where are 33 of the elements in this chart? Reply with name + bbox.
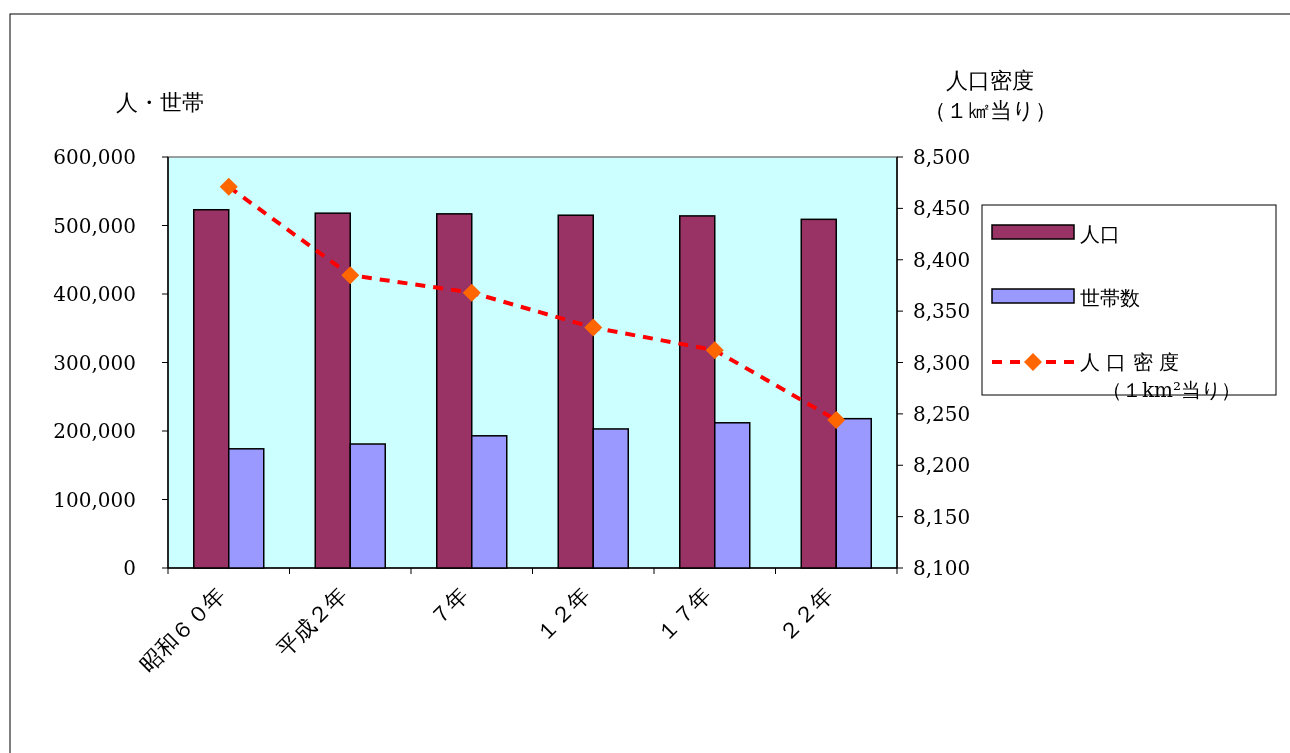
y2-tick-label: 8,300: [913, 350, 971, 375]
y2-tick-label: 8,200: [913, 453, 971, 478]
y2-tick-label: 8,150: [913, 504, 971, 529]
legend-label: 世帯数: [1080, 286, 1140, 310]
x-tick-label: ７年: [424, 581, 474, 631]
y2-tick-label: 8,100: [913, 556, 971, 580]
legend-label: 人 口 密 度（１km²当り）: [1080, 350, 1242, 402]
y2-tick-label: 8,350: [913, 299, 971, 324]
point: [341, 266, 360, 285]
y-tick-label: 100,000: [53, 487, 136, 512]
x-tick-label: ２２年: [773, 581, 838, 647]
y2-tick-label: 8,500: [913, 145, 971, 169]
point: [219, 177, 238, 196]
y2-tick-label: 8,450: [913, 196, 971, 221]
y-tick-label: 600,000: [53, 145, 136, 169]
y2-tick-label: 8,400: [913, 247, 971, 272]
point: [462, 283, 481, 302]
x-tick-label: １２年: [530, 581, 595, 647]
y-tick-label: 0: [123, 556, 136, 580]
y-tick-label: 300,000: [53, 350, 136, 375]
x-tick-label: 平成２年: [271, 581, 352, 662]
y2-axis-title: 人口密度（１㎢当り）: [923, 68, 1057, 123]
y-tick-label: 200,000: [53, 419, 136, 443]
x-tick-label: １７年: [651, 581, 717, 647]
y-tick-label: 500,000: [53, 213, 136, 238]
point: [584, 318, 603, 337]
y2-tick-label: 8,250: [913, 401, 971, 426]
point: [827, 411, 846, 430]
y-tick-label: 400,000: [53, 282, 136, 306]
point: [705, 341, 724, 360]
x-tick-label: 昭和６０年: [134, 581, 231, 678]
legend-label: 人口: [1080, 222, 1120, 246]
y-axis-title: 人・世帯: [116, 90, 204, 115]
